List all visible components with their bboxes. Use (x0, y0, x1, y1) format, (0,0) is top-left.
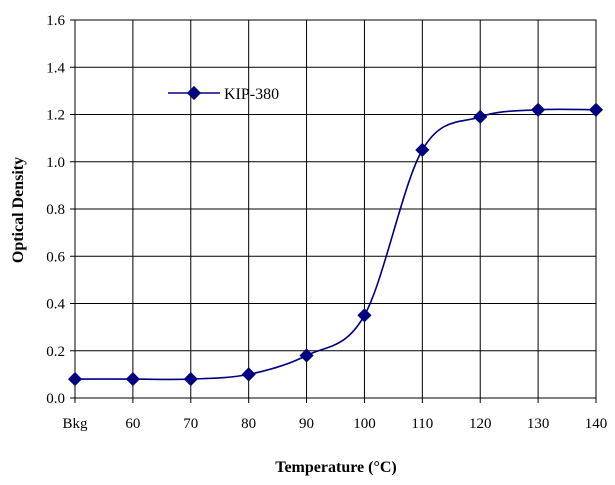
x-tick-label: 110 (411, 416, 433, 432)
y-tick-label: 1.2 (46, 108, 65, 124)
y-tick-label: 1.6 (46, 13, 65, 29)
series-line-kip-380 (75, 109, 596, 379)
x-tick-label: Bkg (62, 416, 88, 432)
y-tick-label: 1.0 (46, 155, 65, 171)
data-point (415, 143, 429, 157)
y-tick-labels: 0.0 0.2 0.4 0.6 0.8 1.0 1.2 1.4 1.6 (46, 13, 65, 407)
y-tick-label: 1.4 (46, 60, 65, 76)
data-point (68, 372, 82, 386)
y-tick-label: 0.8 (46, 202, 65, 218)
x-tick-label: 80 (241, 416, 256, 432)
legend-label-kip-380: KIP-380 (224, 86, 279, 103)
x-axis-title: Temperature (°C) (275, 459, 396, 476)
y-tick-label: 0.6 (46, 249, 65, 265)
x-tick-label: 130 (527, 416, 550, 432)
data-point (242, 367, 256, 381)
x-tick-label: 60 (125, 416, 140, 432)
x-tick-label: 140 (585, 416, 608, 432)
y-tick-label: 0.0 (46, 391, 65, 407)
x-tick-label: 90 (299, 416, 314, 432)
x-tick-labels: Bkg 60 70 80 90 100 110 120 130 140 (62, 416, 607, 432)
legend: KIP-380 (168, 86, 279, 103)
data-point (473, 110, 487, 124)
data-point (357, 308, 371, 322)
x-tick-label: 70 (183, 416, 198, 432)
x-tick-label: 120 (469, 416, 492, 432)
data-point (126, 372, 140, 386)
y-tick-label: 0.4 (46, 297, 65, 313)
grid (75, 20, 596, 398)
data-point (184, 372, 198, 386)
y-tick-label: 0.2 (46, 344, 65, 360)
y-axis-title: Optical Density (10, 157, 27, 263)
x-tick-label: 100 (353, 416, 376, 432)
legend-marker (187, 86, 201, 100)
series-layer (68, 103, 603, 386)
